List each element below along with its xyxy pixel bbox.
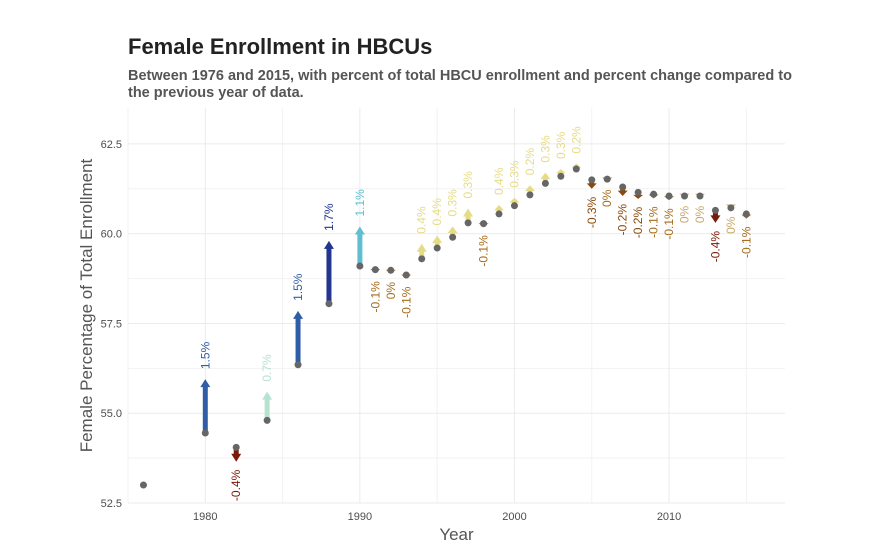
data-point <box>742 210 750 218</box>
change-arrowhead <box>524 185 535 192</box>
change-arrowhead <box>432 235 443 244</box>
data-point <box>294 361 302 369</box>
change-label: 1.7% <box>322 203 336 231</box>
y-tick-label: 55.0 <box>101 408 122 420</box>
change-label: 0.2% <box>523 148 537 176</box>
change-arrowhead <box>323 240 334 249</box>
x-axis-title: Year <box>439 525 474 544</box>
change-label: 0.7% <box>260 354 274 382</box>
change-arrowhead <box>494 204 505 211</box>
y-axis-title: Female Percentage of Total Enrollment <box>77 158 96 452</box>
change-arrowhead <box>617 190 628 196</box>
data-point <box>634 188 642 196</box>
data-point <box>665 192 673 200</box>
change-label: 0.2% <box>569 126 583 154</box>
change-label: 0% <box>384 282 398 300</box>
change-label: -0.4% <box>229 469 243 501</box>
change-label: 0.3% <box>538 135 552 163</box>
change-label: 0% <box>678 205 692 223</box>
data-point <box>201 429 209 437</box>
change-label: 0% <box>600 189 614 207</box>
change-arrowhead <box>586 183 597 189</box>
data-point <box>727 204 735 212</box>
data-point <box>588 176 596 184</box>
change-label: -0.1% <box>647 206 661 238</box>
change-label: 0.3% <box>507 160 521 188</box>
data-point <box>480 220 488 228</box>
data-point <box>619 183 627 191</box>
data-point <box>650 190 658 198</box>
data-point <box>433 244 441 252</box>
change-label: -0.2% <box>616 204 630 236</box>
change-label: -0.3% <box>585 196 599 228</box>
data-point <box>371 266 379 274</box>
data-point <box>696 192 704 200</box>
x-tick-label: 1990 <box>348 511 372 523</box>
change-label: 0% <box>693 205 707 223</box>
change-label: -0.1% <box>662 208 676 240</box>
data-point <box>263 416 271 424</box>
data-point <box>418 255 426 263</box>
data-point <box>711 206 719 214</box>
data-point <box>449 233 457 241</box>
change-label: 1.5% <box>291 273 305 301</box>
y-tick-label: 62.5 <box>101 139 122 151</box>
change-label: 0.3% <box>554 131 568 159</box>
change-arrowhead <box>633 194 644 199</box>
chart-subtitle: Between 1976 and 2015, with percent of t… <box>128 68 792 101</box>
change-arrowhead <box>231 453 242 462</box>
change-arrowhead <box>293 310 304 319</box>
data-point <box>464 219 472 227</box>
change-arrowhead <box>555 169 566 174</box>
change-arrowhead <box>710 215 721 223</box>
change-label: 0.4% <box>430 198 444 226</box>
chart-title: Female Enrollment in HBCUs <box>128 34 433 59</box>
data-point <box>541 179 549 187</box>
x-tick-label: 1980 <box>193 511 217 523</box>
data-point <box>325 300 333 308</box>
change-label: 1.5% <box>198 341 212 369</box>
y-tick-label: 57.5 <box>101 318 122 330</box>
change-label: -0.1% <box>399 286 413 318</box>
change-arrowhead <box>463 208 474 217</box>
x-tick-label: 2010 <box>657 511 681 523</box>
data-point <box>402 271 410 279</box>
change-arrowhead <box>509 197 520 203</box>
data-point <box>526 191 534 199</box>
x-tick-label: 2000 <box>502 511 526 523</box>
change-label: -0.1% <box>739 226 753 258</box>
data-point <box>495 210 503 218</box>
data-point <box>510 202 518 210</box>
data-point <box>139 481 147 489</box>
change-label: -0.1% <box>477 235 491 267</box>
change-label: -0.1% <box>368 281 382 313</box>
y-tick-label: 60.0 <box>101 229 122 241</box>
change-label: -0.2% <box>631 207 645 239</box>
change-arrowhead <box>447 226 458 233</box>
data-point <box>681 192 689 200</box>
change-arrowhead <box>354 226 365 235</box>
change-label: 0.4% <box>415 206 429 234</box>
change-label: 1.1% <box>353 189 367 217</box>
data-point <box>232 443 240 451</box>
data-point <box>387 266 395 274</box>
change-arrowhead <box>540 172 551 180</box>
y-tick-label: 52.5 <box>101 498 122 510</box>
data-point <box>557 172 565 180</box>
change-label: 0.4% <box>492 167 506 195</box>
data-point <box>572 165 580 173</box>
change-label: 0.3% <box>446 189 460 217</box>
change-label: -0.4% <box>708 231 722 263</box>
change-arrowhead <box>416 243 427 252</box>
change-arrowhead <box>200 379 211 388</box>
change-label: 0% <box>724 216 738 234</box>
change-label: 0.3% <box>461 171 475 199</box>
data-point <box>603 175 611 183</box>
change-arrowhead <box>262 391 273 400</box>
data-point <box>356 262 364 270</box>
